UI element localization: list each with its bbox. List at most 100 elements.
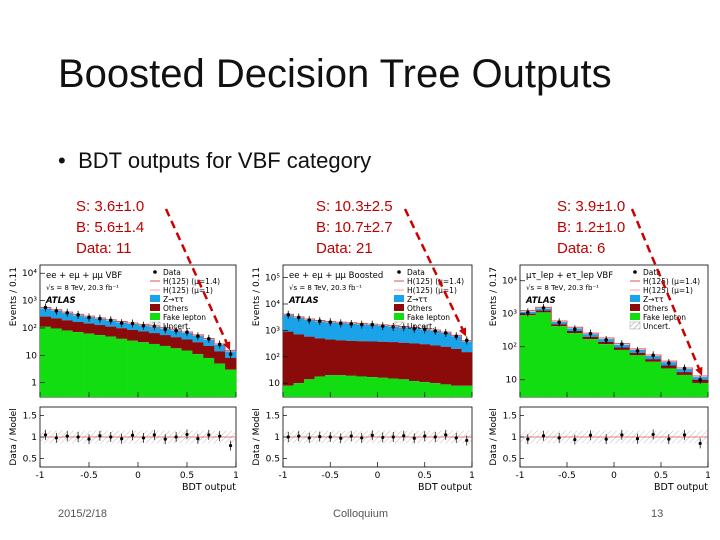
bar-fake-lepton (105, 336, 117, 397)
data-point (454, 334, 459, 339)
y-tick-label: 10 (506, 376, 518, 386)
data-point (87, 315, 91, 320)
ratio-point (381, 435, 385, 440)
bar-others (398, 342, 410, 380)
bar-fake-lepton (419, 382, 431, 397)
energy-label: √s = 8 TeV, 20.3 fb⁻¹ (289, 284, 362, 292)
ratio-y-tick-label: 1 (274, 433, 280, 443)
legend-entry: Data (643, 268, 661, 277)
bar-others (461, 352, 473, 386)
ratio-point (557, 436, 561, 440)
stats-panel-3: S: 3.9±1.0 B: 1.2±1.0 Data: 6 (557, 196, 625, 259)
bar-fake-lepton (214, 363, 226, 397)
annotation-arrowhead (695, 366, 703, 376)
data-point (682, 366, 687, 371)
data-point (422, 327, 427, 332)
ratio-point (349, 434, 353, 438)
y-tick-label: 10² (265, 353, 280, 363)
legend-entry: H(125) (μ=1.4) (163, 277, 220, 286)
bar-fake-lepton (461, 385, 473, 397)
bar-others (50, 318, 63, 329)
channel-label: μτ_lep + eτ_lep VBF (526, 271, 613, 281)
ratio-point (141, 436, 146, 440)
bar-others (192, 342, 204, 355)
bar-others (40, 316, 52, 327)
data-point (174, 328, 178, 333)
data-point (412, 326, 417, 331)
bar-others (335, 340, 347, 376)
data-point (359, 322, 364, 327)
bar-ztautau (398, 327, 410, 343)
bar-others (419, 344, 431, 383)
data-point (328, 320, 333, 324)
bar-ztautau (346, 323, 357, 341)
ratio-point (391, 435, 395, 439)
bar-fake-lepton (409, 381, 420, 397)
ratio-point (402, 434, 406, 438)
ratio-point (130, 433, 135, 437)
bar-fake-lepton (116, 338, 128, 397)
data-point (604, 338, 608, 342)
data-point (286, 312, 291, 317)
stats-signal: S: 10.3±2.5 (316, 198, 393, 215)
bar-fake-lepton (50, 328, 63, 397)
ratio-point (185, 432, 189, 437)
bar-fake-lepton (83, 333, 95, 397)
x-tick-label: 1 (705, 471, 711, 481)
bar-fake-lepton (692, 382, 709, 397)
bar-fake-lepton (598, 344, 615, 397)
bar-fake-lepton (138, 342, 150, 397)
bar-fake-lepton (614, 349, 630, 397)
data-point (119, 321, 124, 325)
bar-others (61, 320, 73, 331)
channel-label: ee + eμ + μμ Boosted (289, 271, 383, 281)
ratio-point (339, 436, 343, 440)
ratio-point (54, 436, 58, 440)
atlas-label: ATLAS (288, 296, 319, 306)
bullet-text: BDT outputs for VBF category (78, 148, 372, 173)
ratio-point (588, 433, 593, 437)
legend-swatch (633, 270, 637, 274)
ratio-point (667, 437, 671, 441)
ratio-point (454, 436, 458, 440)
bar-others (325, 339, 336, 376)
bar-others (582, 336, 599, 340)
y-tick-label: 10² (22, 324, 37, 334)
bar-ztautau (325, 322, 336, 340)
bar-fake-lepton (72, 332, 84, 397)
legend-entry: Data (163, 268, 181, 277)
bar-others (409, 343, 420, 382)
bar-others (367, 341, 378, 378)
y-tick-label: 10² (502, 343, 517, 353)
y-tick-label: 10³ (265, 326, 280, 336)
data-point (370, 322, 375, 327)
data-point (541, 306, 546, 310)
bar-fake-lepton (148, 343, 161, 397)
ratio-y-tick-label: 0.5 (503, 454, 517, 464)
bar-fake-lepton (645, 361, 662, 397)
legend-swatch (630, 295, 640, 302)
bar-others (83, 323, 95, 334)
data-point (588, 331, 593, 336)
x-tick-label: -0.5 (321, 471, 339, 481)
ratio-point (218, 434, 222, 438)
atlas-label: ATLAS (525, 296, 556, 306)
bar-others (377, 341, 389, 378)
bar-fake-lepton (398, 379, 410, 397)
legend-swatch (153, 270, 157, 274)
bar-ztautau (461, 341, 473, 353)
data-point (380, 324, 385, 328)
x-axis-label: BDT output (418, 482, 472, 493)
y-axis-label: Events / 0.11 (252, 267, 262, 326)
ratio-point (109, 435, 113, 439)
ratio-point (286, 435, 290, 439)
bar-fake-lepton (40, 326, 52, 397)
bar-ztautau (388, 326, 399, 343)
bar-ztautau (293, 317, 305, 335)
bar-others (203, 345, 215, 358)
ratio-point (163, 437, 167, 441)
y-axis-label: Events / 0.11 (9, 267, 19, 326)
